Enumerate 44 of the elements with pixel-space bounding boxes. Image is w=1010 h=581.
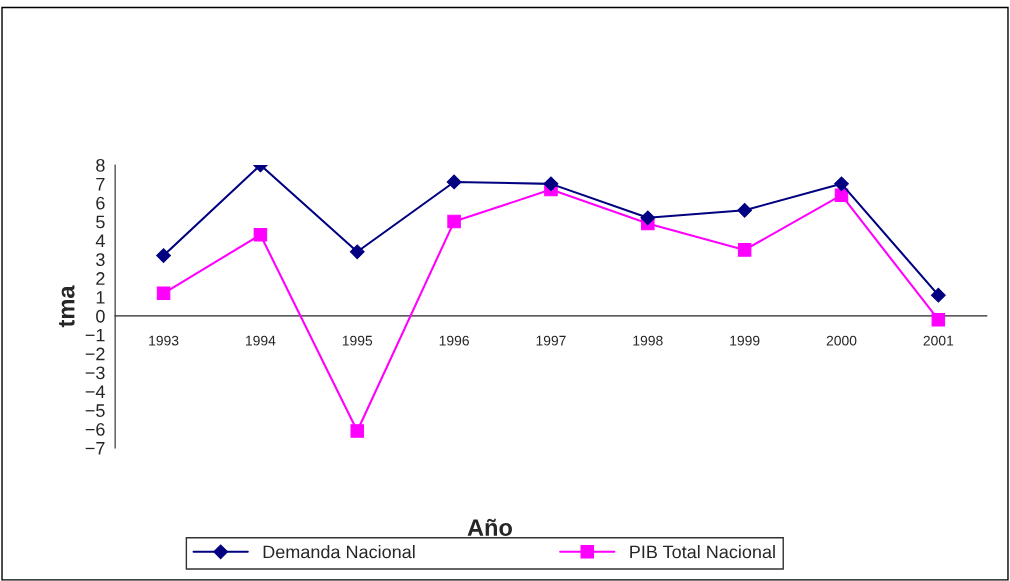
y-tick-label: −4 (85, 385, 105, 398)
x-tick-label: 1996 (439, 335, 469, 346)
point (446, 174, 462, 190)
point (349, 244, 365, 260)
point (543, 176, 559, 192)
y-tick-label: −7 (85, 442, 105, 455)
point (834, 176, 849, 192)
x-tick-label: 2001 (923, 335, 954, 346)
y-tick-label: 0 (96, 309, 105, 323)
y-tick-label: 4 (95, 234, 105, 247)
x-tick-label: 1993 (149, 335, 179, 346)
point (930, 287, 946, 303)
y-tick-label: 2 (96, 272, 105, 285)
x-tick-label: 1994 (246, 335, 276, 346)
y-tick-label: 6 (96, 196, 105, 210)
x-tick-label: 1997 (536, 335, 566, 346)
y-tick-label: −2 (85, 347, 105, 361)
y-axis-title: tma (58, 285, 75, 328)
legend-label: Demanda Nacional (263, 545, 415, 559)
point (737, 202, 753, 218)
y-tick-label: 5 (96, 215, 105, 229)
point (156, 248, 171, 263)
y-tick-label: −5 (85, 404, 105, 417)
y-tick-label: 1 (96, 291, 105, 304)
y-tick-label: −6 (85, 423, 105, 436)
point (640, 210, 656, 226)
y-tick-label: 8 (96, 158, 105, 172)
point (834, 188, 849, 202)
point (447, 214, 461, 229)
y-tick-label: −3 (85, 366, 105, 380)
y-tick-label: 3 (96, 253, 105, 267)
y-tick-label: −1 (85, 328, 105, 342)
x-tick-label: 2000 (826, 335, 857, 346)
point (253, 228, 268, 242)
point (737, 243, 752, 257)
point (931, 312, 946, 327)
x-axis-title: Año (467, 518, 512, 537)
x-tick-label: 1998 (633, 335, 663, 346)
point (350, 424, 365, 438)
legend-label: PIB Total Nacional (630, 545, 775, 559)
y-tick-label: 7 (96, 177, 105, 191)
x-tick-label: 1999 (730, 335, 760, 346)
point (156, 286, 171, 301)
x-tick-label: 1995 (342, 335, 373, 346)
